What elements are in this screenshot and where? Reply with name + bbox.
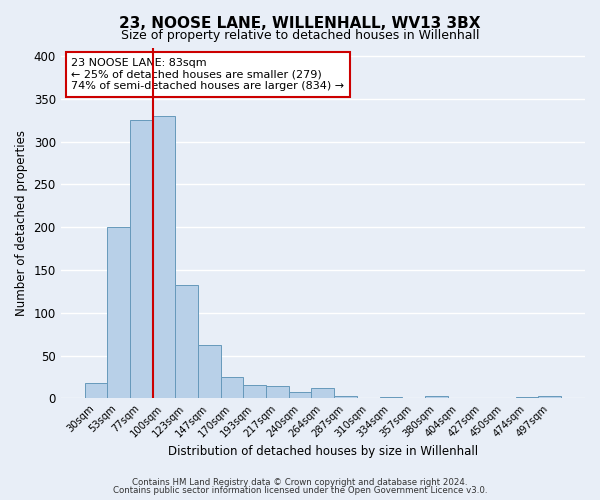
Bar bbox=[107, 228, 130, 398]
Bar bbox=[221, 377, 244, 398]
Bar bbox=[538, 396, 561, 398]
Bar bbox=[334, 396, 357, 398]
Bar bbox=[85, 383, 107, 398]
Bar bbox=[289, 392, 311, 398]
Bar bbox=[130, 120, 152, 398]
Bar bbox=[380, 397, 402, 398]
Y-axis label: Number of detached properties: Number of detached properties bbox=[15, 130, 28, 316]
Text: Contains HM Land Registry data © Crown copyright and database right 2024.: Contains HM Land Registry data © Crown c… bbox=[132, 478, 468, 487]
Text: 23 NOOSE LANE: 83sqm
← 25% of detached houses are smaller (279)
74% of semi-deta: 23 NOOSE LANE: 83sqm ← 25% of detached h… bbox=[71, 58, 344, 91]
Bar bbox=[244, 385, 266, 398]
Bar bbox=[311, 388, 334, 398]
Bar bbox=[152, 116, 175, 399]
Text: Size of property relative to detached houses in Willenhall: Size of property relative to detached ho… bbox=[121, 28, 479, 42]
X-axis label: Distribution of detached houses by size in Willenhall: Distribution of detached houses by size … bbox=[168, 444, 478, 458]
Text: 23, NOOSE LANE, WILLENHALL, WV13 3BX: 23, NOOSE LANE, WILLENHALL, WV13 3BX bbox=[119, 16, 481, 32]
Bar bbox=[266, 386, 289, 398]
Bar bbox=[516, 397, 538, 398]
Bar bbox=[198, 346, 221, 399]
Text: Contains public sector information licensed under the Open Government Licence v3: Contains public sector information licen… bbox=[113, 486, 487, 495]
Bar bbox=[425, 396, 448, 398]
Bar bbox=[175, 284, 198, 399]
